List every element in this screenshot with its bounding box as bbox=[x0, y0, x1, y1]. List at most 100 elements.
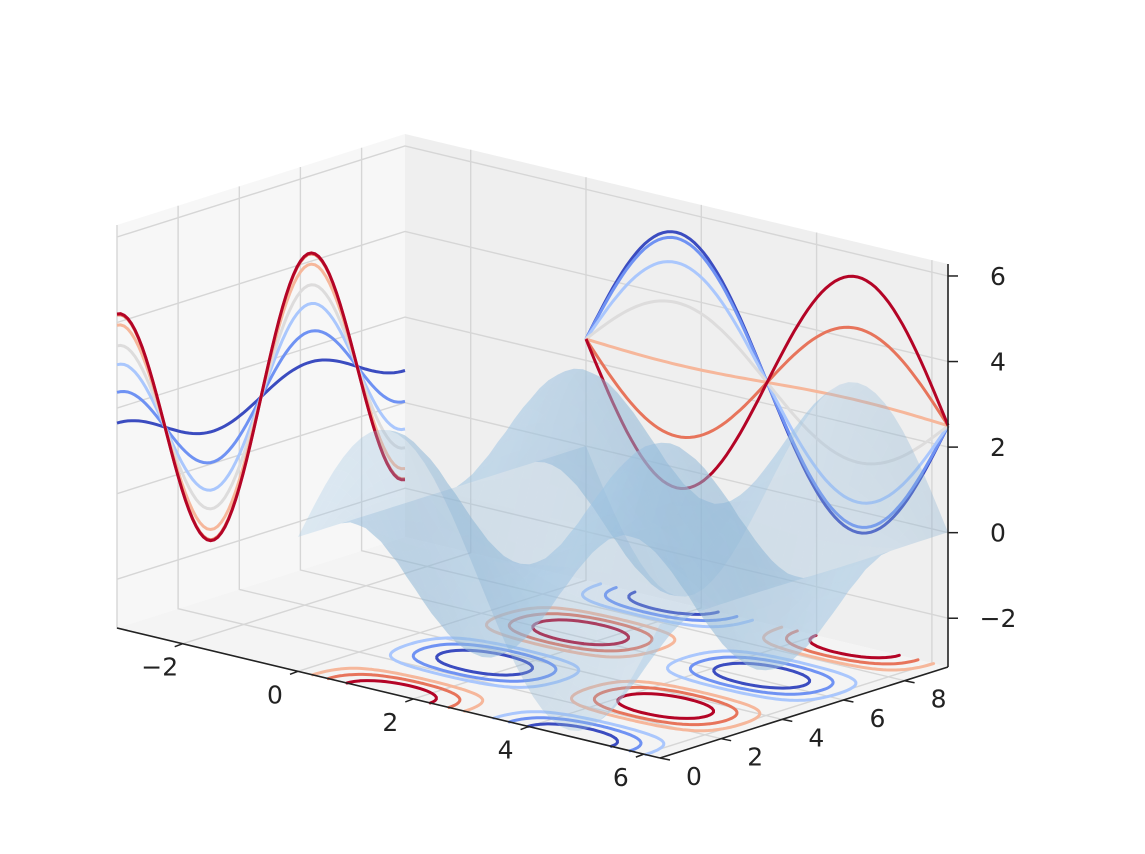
surface-face bbox=[487, 618, 504, 638]
surface-face bbox=[819, 419, 836, 446]
surface-face bbox=[569, 475, 587, 495]
surface-face bbox=[587, 489, 604, 514]
surface-face bbox=[586, 506, 604, 529]
surface-face bbox=[411, 443, 429, 464]
surface-face bbox=[823, 567, 840, 584]
surface-face bbox=[678, 579, 696, 602]
surface-face bbox=[619, 497, 636, 519]
surface-face bbox=[628, 446, 645, 460]
surface-face bbox=[545, 548, 562, 577]
surface-face bbox=[742, 598, 759, 628]
surface-face bbox=[809, 623, 826, 643]
surface-face bbox=[726, 527, 743, 550]
surface-face bbox=[572, 544, 589, 566]
surface-face bbox=[893, 514, 911, 535]
surface-face bbox=[776, 649, 793, 663]
surface-face bbox=[361, 505, 378, 521]
surface-face bbox=[836, 577, 853, 598]
surface-face bbox=[456, 643, 473, 654]
surface-face bbox=[460, 626, 477, 644]
surface-face bbox=[344, 500, 362, 515]
surface-face bbox=[614, 468, 631, 493]
surface-face bbox=[600, 669, 617, 694]
surface-face bbox=[404, 520, 421, 548]
surface-face bbox=[872, 431, 889, 460]
surface-face bbox=[590, 515, 608, 544]
surface-face bbox=[546, 376, 563, 388]
surface-face bbox=[832, 480, 849, 514]
surface-face bbox=[581, 518, 599, 546]
surface-face bbox=[496, 610, 513, 631]
surface-face bbox=[726, 629, 743, 651]
surface-face bbox=[738, 657, 755, 666]
surface-face bbox=[855, 437, 873, 468]
surface-face bbox=[648, 474, 665, 499]
surface-face bbox=[544, 387, 562, 405]
x-wall-projection bbox=[116, 251, 406, 543]
surface-face bbox=[605, 699, 622, 715]
surface-face bbox=[863, 546, 880, 563]
surface-face bbox=[538, 573, 555, 601]
surface-face bbox=[636, 517, 653, 551]
surface-face bbox=[487, 478, 504, 505]
surface-face bbox=[664, 448, 682, 463]
floor-contour-line bbox=[388, 582, 858, 757]
surface-face bbox=[544, 606, 561, 636]
surface-face bbox=[520, 577, 537, 605]
surface-face bbox=[673, 475, 690, 494]
surface-face bbox=[715, 491, 732, 511]
surface-face bbox=[670, 443, 687, 453]
surface-face bbox=[675, 564, 692, 591]
surface-face bbox=[578, 499, 595, 524]
surface-face bbox=[564, 450, 581, 471]
surface-face bbox=[353, 492, 371, 510]
surface-face bbox=[678, 494, 695, 515]
surface-face bbox=[527, 547, 544, 578]
surface-face bbox=[653, 543, 670, 562]
surface-face bbox=[594, 572, 611, 607]
surface-face bbox=[617, 392, 634, 413]
surface-face bbox=[461, 498, 479, 521]
surface-face bbox=[683, 580, 700, 601]
surface-face bbox=[548, 371, 565, 381]
surface-face bbox=[417, 583, 434, 611]
surface-face bbox=[552, 578, 569, 600]
surface-face bbox=[807, 624, 824, 646]
surface-face bbox=[516, 629, 533, 647]
surface-face bbox=[638, 548, 655, 572]
surface-face bbox=[475, 559, 492, 582]
surface-face bbox=[453, 605, 470, 628]
surface-face bbox=[743, 500, 760, 521]
surface-face bbox=[792, 424, 809, 451]
surface-face bbox=[613, 402, 630, 429]
surface-face bbox=[599, 467, 616, 496]
surface-face bbox=[695, 551, 712, 582]
surface-face bbox=[643, 491, 660, 523]
surface-face bbox=[543, 593, 560, 615]
surface-face bbox=[451, 509, 468, 538]
surface-face bbox=[492, 569, 509, 601]
surface-face bbox=[550, 487, 567, 520]
surface-face bbox=[590, 539, 607, 554]
surface-face bbox=[745, 520, 762, 547]
surface-face bbox=[778, 472, 795, 501]
surface-face bbox=[682, 537, 699, 563]
surface-face bbox=[533, 577, 550, 598]
surface-face bbox=[390, 473, 407, 497]
surface-face bbox=[767, 456, 784, 481]
surface-face bbox=[542, 704, 559, 720]
surface-face bbox=[362, 514, 380, 531]
surface-face bbox=[556, 675, 573, 702]
surface-face bbox=[633, 412, 650, 437]
surface-face bbox=[729, 648, 746, 659]
surface-face bbox=[562, 621, 579, 654]
surface-face bbox=[321, 501, 338, 518]
surface-face bbox=[839, 453, 856, 486]
surface-face bbox=[377, 519, 394, 539]
surface-face bbox=[467, 467, 484, 485]
surface-face bbox=[778, 631, 795, 650]
surface-face bbox=[529, 558, 546, 565]
surface-face bbox=[668, 543, 685, 565]
surface-face bbox=[697, 526, 714, 557]
surface-face bbox=[705, 569, 722, 581]
